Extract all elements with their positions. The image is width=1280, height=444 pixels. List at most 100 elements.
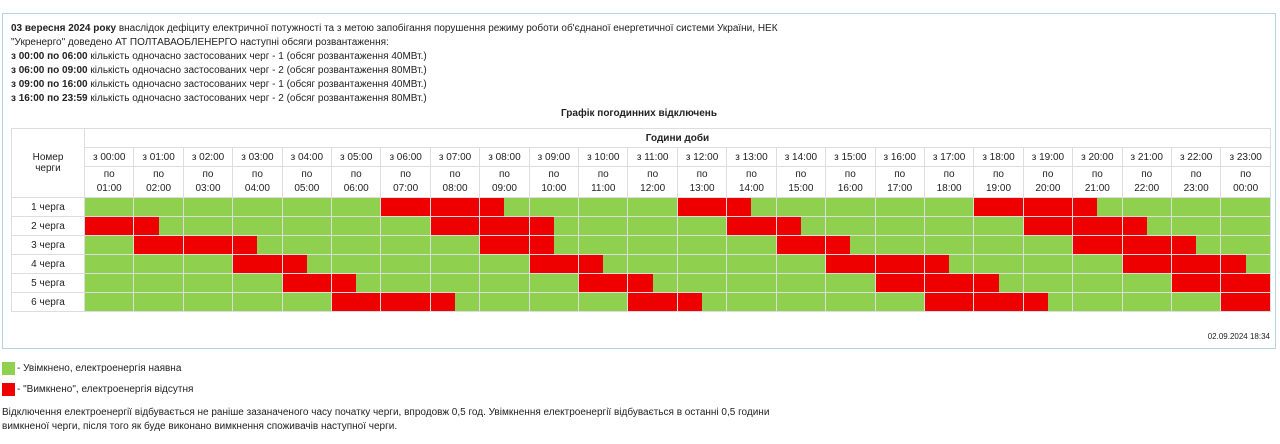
slot — [875, 273, 900, 293]
period-line: з 06:00 по 09:00 кількість одночасно зас… — [11, 64, 811, 78]
slot — [504, 254, 530, 274]
hour-to: по 09:00 — [479, 166, 530, 198]
slot — [850, 197, 876, 217]
slot — [380, 273, 406, 293]
slot — [158, 254, 184, 274]
slot — [1122, 292, 1147, 312]
queue-row: 1 черга — [11, 197, 1271, 217]
slot — [1072, 254, 1098, 274]
slot — [1146, 235, 1172, 255]
slot — [257, 216, 283, 236]
hour-from: з 23:00 — [1220, 147, 1271, 167]
slot — [924, 292, 950, 312]
slot — [776, 292, 801, 312]
slot — [405, 197, 431, 217]
hour-to: по 03:00 — [182, 166, 234, 198]
hour-from: з 15:00 — [825, 147, 876, 167]
slot — [84, 235, 110, 255]
slot — [529, 235, 554, 255]
slot — [751, 254, 777, 274]
slot — [282, 292, 307, 312]
slot — [1122, 197, 1147, 217]
slot — [1171, 292, 1197, 312]
slot — [1196, 273, 1222, 293]
slot — [1072, 292, 1098, 312]
slot — [479, 254, 505, 274]
slot — [1146, 197, 1172, 217]
slot — [504, 292, 530, 312]
slot — [652, 254, 678, 274]
slot — [158, 292, 184, 312]
slot — [949, 197, 975, 217]
slot — [1047, 235, 1074, 255]
hour-from: з 09:00 — [528, 147, 580, 167]
slot — [109, 197, 135, 217]
queue-row: 3 черга — [11, 235, 1271, 255]
slot — [1196, 197, 1222, 217]
hour-to: по 20:00 — [1022, 166, 1074, 198]
period-range: з 00:00 по 06:00 — [11, 51, 88, 62]
slot — [282, 197, 307, 217]
slot — [924, 216, 950, 236]
queue-label: 5 черга — [11, 273, 85, 293]
slot — [850, 235, 876, 255]
slot — [455, 235, 481, 255]
hour-from: з 16:00 — [874, 147, 925, 167]
notice-text: внаслідок дефіциту електричної потужност… — [11, 23, 778, 48]
slot — [455, 292, 481, 312]
slot — [331, 216, 357, 236]
slot — [504, 197, 530, 217]
slot — [800, 235, 827, 255]
slot — [726, 197, 752, 217]
legend-swatch — [2, 362, 15, 375]
slot — [232, 216, 258, 236]
slot — [1023, 292, 1048, 312]
slot — [109, 254, 135, 274]
slot — [578, 292, 604, 312]
slot — [84, 254, 110, 274]
hour-from: з 04:00 — [281, 147, 333, 167]
queue-label: 4 черга — [11, 254, 85, 274]
hour-from: з 08:00 — [479, 147, 530, 167]
slot — [578, 254, 604, 274]
slot — [776, 216, 801, 236]
slot — [949, 216, 975, 236]
queue-label: 1 черга — [11, 197, 85, 217]
slot — [232, 273, 258, 293]
slot — [133, 216, 159, 236]
slot — [1047, 197, 1074, 217]
hour-from: з 20:00 — [1072, 147, 1123, 167]
slot — [405, 254, 431, 274]
slot — [924, 254, 950, 274]
hour-to: по 14:00 — [726, 166, 777, 198]
hour-to: по 04:00 — [232, 166, 283, 198]
slot — [282, 273, 307, 293]
slot — [306, 292, 333, 312]
period-range: з 16:00 по 23:59 — [11, 93, 88, 104]
from-row: з 00:00 з 01:00 з 02:00 з 03:00 з 04:00 з 05:… — [12, 147, 1271, 167]
slot — [751, 273, 777, 293]
slot — [899, 197, 925, 217]
slot — [553, 273, 580, 293]
slot — [1097, 197, 1123, 217]
slot — [603, 235, 629, 255]
slot — [800, 292, 827, 312]
hour-to: по 00:00 — [1220, 166, 1271, 198]
queue-label: 6 черга — [11, 292, 85, 312]
slot — [479, 197, 505, 217]
slot — [208, 254, 234, 274]
slot — [973, 254, 999, 274]
slot — [109, 273, 135, 293]
slot — [232, 254, 258, 274]
slot — [158, 273, 184, 293]
slot — [726, 273, 752, 293]
slot — [133, 273, 159, 293]
slot — [1097, 292, 1123, 312]
queue-row: 2 черга — [11, 216, 1271, 236]
hour-from: з 07:00 — [429, 147, 481, 167]
slot — [133, 197, 159, 217]
slot — [751, 216, 777, 236]
slot — [677, 216, 703, 236]
slot — [800, 216, 827, 236]
hour-to: по 22:00 — [1121, 166, 1172, 198]
